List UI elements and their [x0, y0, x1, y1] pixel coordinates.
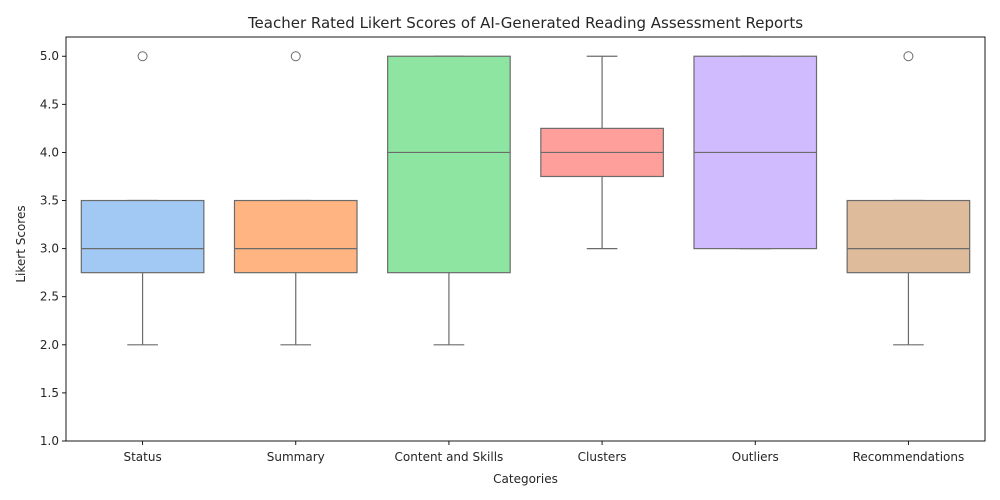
x-tick-label: Content and Skills [395, 450, 504, 464]
y-tick-label: 4.5 [40, 97, 59, 111]
y-tick-label: 4.0 [40, 145, 59, 159]
box-body [233, 199, 358, 274]
x-tick-label: Outliers [732, 450, 779, 464]
y-tick-label: 2.5 [40, 290, 59, 304]
box-4 [693, 55, 818, 250]
outlier-point [290, 51, 301, 62]
outlier-point [137, 51, 148, 62]
x-tick-label: Recommendations [853, 450, 965, 464]
x-tick-label: Clusters [578, 450, 627, 464]
x-axis: Status Summary Content and Skills Clusters O… [123, 441, 964, 464]
box-body [846, 199, 971, 274]
outlier-point [903, 51, 914, 62]
box-1 [233, 51, 358, 346]
chart-title: Teacher Rated Likert Scores of AI-Genera… [247, 14, 803, 32]
box-body [80, 199, 205, 274]
x-tick-label: Status [123, 450, 161, 464]
y-tick-label: 1.5 [40, 386, 59, 400]
y-tick-label: 2.0 [40, 338, 59, 352]
y-axis: 1.0 1.5 2.0 2.5 3.0 3.5 4.0 4.5 5.0 [40, 49, 66, 448]
y-tick-label: 1.0 [40, 434, 59, 448]
box-0 [80, 51, 205, 346]
x-tick-label: Summary [267, 450, 325, 464]
plot-area [65, 36, 986, 442]
box-2 [387, 55, 511, 346]
plot-frame [65, 36, 986, 442]
x-axis-label: Categories [493, 472, 558, 486]
y-tick-label: 3.5 [40, 194, 59, 208]
y-tick-label: 3.0 [40, 242, 59, 256]
y-tick-label: 5.0 [40, 49, 59, 63]
y-axis-label: Likert Scores [14, 205, 28, 282]
box-5 [846, 51, 971, 346]
box-body [387, 55, 511, 274]
box-3 [540, 55, 664, 250]
